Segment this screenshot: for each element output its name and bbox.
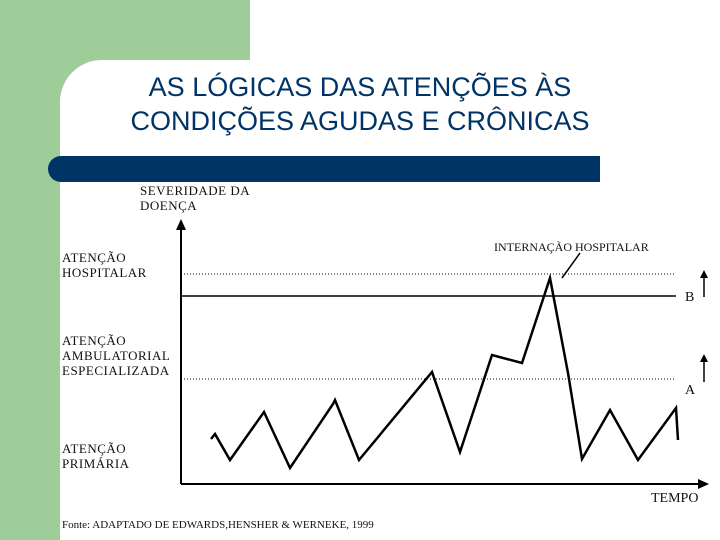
level-label-line: ATENÇÃO: [62, 333, 127, 348]
level-label-hospital: ATENÇÃO HOSPITALAR: [62, 250, 182, 280]
x-axis-arrowhead: [698, 479, 709, 489]
level-label-line: HOSPITALAR: [62, 265, 147, 280]
level-label-primary: ATENÇÃO PRIMÁRIA: [62, 441, 182, 471]
severity-line: [210, 273, 680, 471]
y-axis-label: SEVERIDADE DA DOENÇA: [140, 183, 340, 213]
level-label-line: PRIMÁRIA: [62, 456, 130, 471]
marker-a-label: A: [685, 383, 696, 398]
marker-b-label: B: [685, 290, 695, 305]
x-axis-label: TEMPO: [651, 491, 699, 506]
y-axis-label-line-1: SEVERIDADE DA: [140, 183, 251, 198]
annotation-leader: [561, 252, 581, 279]
marker-b-arrowhead: [700, 270, 708, 278]
marker-a-arrowhead: [700, 354, 708, 362]
hospitalization-annotation: INTERNAÇÃO HOSPITALAR: [494, 240, 649, 254]
content-panel: [60, 60, 720, 540]
level-label-ambulatory: ATENÇÃO AMBULATORIAL ESPECIALIZADA: [62, 333, 182, 378]
title-line-2: CONDIÇÕES AGUDAS E CRÔNICAS: [130, 106, 590, 136]
title-underline-bar: [48, 156, 600, 182]
title-line-1: AS LÓGICAS DAS ATENÇÕES ÀS: [148, 72, 572, 102]
level-label-line: ATENÇÃO: [62, 441, 127, 456]
level-label-line: AMBULATORIAL: [62, 348, 171, 363]
slide-title: AS LÓGICAS DAS ATENÇÕES ÀS CONDIÇÕES AGU…: [60, 70, 660, 138]
source-note: Fonte: ADAPTADO DE EDWARDS,HENSHER & WER…: [62, 519, 374, 531]
y-axis-label-line-2: DOENÇA: [140, 198, 198, 213]
level-label-line: ATENÇÃO: [62, 250, 127, 265]
y-axis-arrowhead: [176, 219, 186, 230]
level-label-line: ESPECIALIZADA: [62, 363, 170, 378]
